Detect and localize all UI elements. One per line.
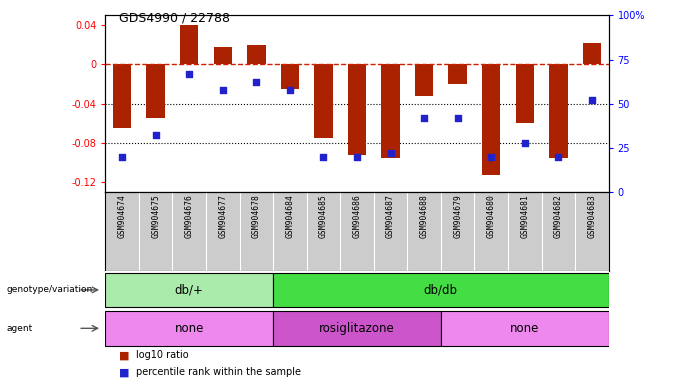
Text: db/+: db/+	[175, 283, 204, 296]
Point	[184, 71, 194, 77]
Text: GSM904676: GSM904676	[185, 194, 194, 238]
Point	[553, 154, 564, 160]
Bar	[180, 25, 199, 65]
Text: GSM904685: GSM904685	[319, 194, 328, 238]
Bar	[515, 65, 534, 123]
Point	[419, 115, 430, 121]
Bar	[549, 65, 568, 158]
Bar	[105, 311, 273, 346]
Bar	[146, 65, 165, 118]
Bar	[448, 65, 467, 84]
Text: GSM904674: GSM904674	[118, 194, 126, 238]
Point	[117, 154, 128, 160]
Point	[284, 86, 295, 93]
Bar	[113, 65, 131, 128]
Text: GSM904675: GSM904675	[151, 194, 160, 238]
Bar	[214, 47, 232, 65]
Text: GDS4990 / 22788: GDS4990 / 22788	[119, 12, 230, 25]
Text: GSM904678: GSM904678	[252, 194, 261, 238]
Point	[520, 139, 530, 146]
Point	[251, 79, 262, 86]
Point	[486, 154, 496, 160]
Text: db/db: db/db	[424, 283, 458, 296]
Text: agent: agent	[7, 324, 33, 333]
Point	[452, 115, 463, 121]
Text: GSM904683: GSM904683	[588, 194, 596, 238]
Point	[218, 86, 228, 93]
Point	[318, 154, 329, 160]
Point	[150, 132, 161, 139]
Point	[352, 154, 362, 160]
Bar	[273, 311, 441, 346]
Bar	[314, 65, 333, 138]
Text: GSM904688: GSM904688	[420, 194, 428, 238]
Text: GSM904681: GSM904681	[520, 194, 529, 238]
Text: GSM904686: GSM904686	[352, 194, 362, 238]
Text: GSM904684: GSM904684	[286, 194, 294, 238]
Bar	[381, 65, 400, 158]
Text: GSM904682: GSM904682	[554, 194, 563, 238]
Text: GSM904687: GSM904687	[386, 194, 395, 238]
Text: GSM904680: GSM904680	[487, 194, 496, 238]
Bar	[281, 65, 299, 89]
Text: GSM904679: GSM904679	[453, 194, 462, 238]
Point	[385, 150, 396, 156]
Text: genotype/variation: genotype/variation	[7, 285, 93, 295]
Bar	[347, 65, 367, 155]
Text: GSM904677: GSM904677	[218, 194, 227, 238]
Text: none: none	[510, 322, 539, 335]
Bar	[583, 43, 601, 65]
Text: percentile rank within the sample: percentile rank within the sample	[136, 367, 301, 377]
Text: log10 ratio: log10 ratio	[136, 350, 188, 360]
Text: rosiglitazone: rosiglitazone	[319, 322, 395, 335]
Point	[586, 97, 597, 103]
Bar	[482, 65, 500, 175]
Text: ■: ■	[119, 350, 129, 360]
Bar	[247, 45, 266, 65]
Bar	[273, 273, 609, 307]
Bar	[415, 65, 433, 96]
Bar	[105, 273, 273, 307]
Bar	[441, 311, 609, 346]
Text: none: none	[175, 322, 204, 335]
Text: ■: ■	[119, 367, 129, 377]
